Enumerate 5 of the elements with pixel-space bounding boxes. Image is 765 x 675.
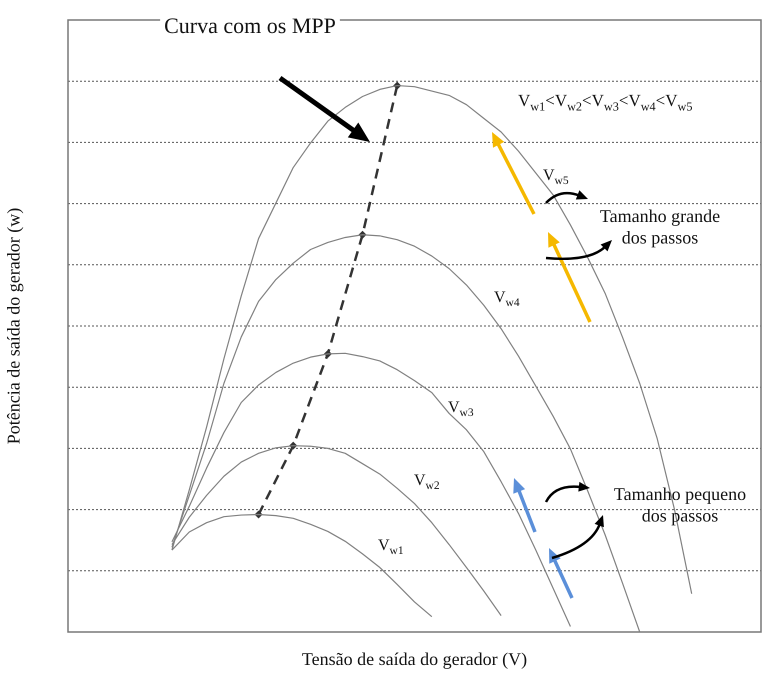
text: Curva com os MPP: [164, 13, 336, 38]
annotation: Tamanho grande dos passos: [600, 206, 720, 248]
y-axis-title: Potência de saída do gerador (w): [4, 208, 24, 444]
annotation: Tamanho pequeno dos passos: [614, 484, 746, 526]
x-axis-title: Tensão de saída do gerador (V): [302, 648, 528, 669]
